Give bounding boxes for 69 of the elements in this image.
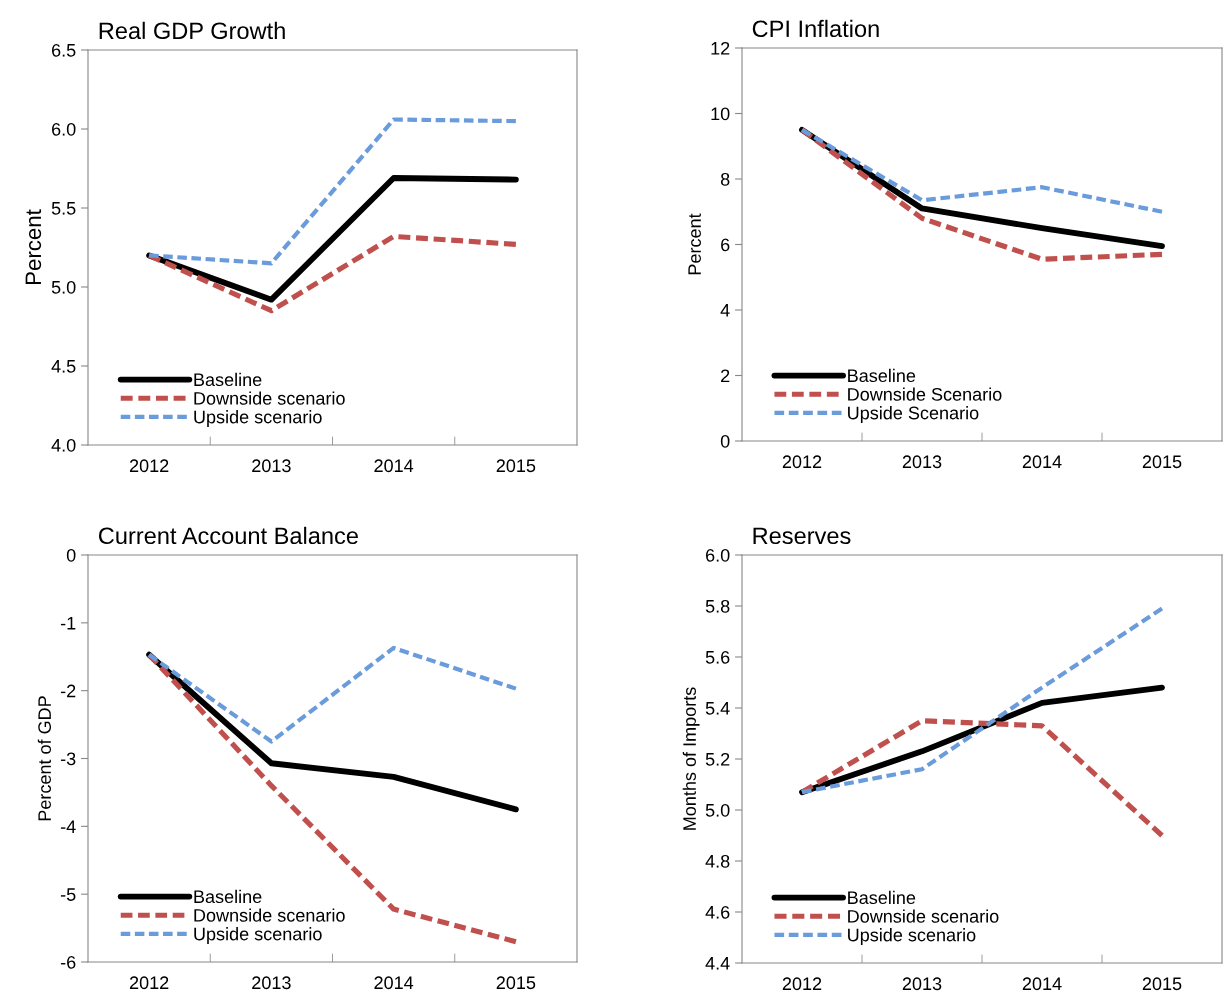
y-tick-label: 0 — [720, 434, 730, 448]
x-tick-label: 2012 — [782, 977, 822, 991]
x-tick-label: 2014 — [374, 459, 414, 473]
y-tick-label: 6 — [721, 238, 730, 252]
x-tick-label: 2012 — [129, 976, 169, 990]
y-tick-label: 0 — [66, 548, 76, 562]
y-tick-label: 4.6 — [705, 905, 730, 919]
x-tick-label: 2013 — [252, 459, 291, 473]
legend-label: Downside scenario — [194, 908, 345, 922]
x-tick-label: 2012 — [782, 455, 822, 469]
y-tick-label: 10 — [711, 107, 730, 121]
x-tick-label: 2015 — [1142, 977, 1182, 991]
line-series — [147, 645, 518, 744]
legend-label: Upside Scenario — [848, 406, 979, 423]
x-tick-label: 2013 — [252, 976, 291, 990]
x-tick-label: 2012 — [129, 459, 169, 473]
y-tick-label: -2 — [60, 684, 76, 698]
y-tick-label: 6.5 — [52, 43, 76, 57]
legend-label: Upside scenario — [194, 410, 322, 427]
y-tick-label: 4.0 — [51, 438, 76, 452]
y-tick-label: -1 — [60, 616, 76, 630]
y-tick-label: 6.0 — [706, 548, 730, 562]
y-tick-label: 4.4 — [705, 957, 730, 970]
x-tick-label: 2015 — [496, 459, 536, 473]
x-tick-label: 2015 — [1142, 455, 1182, 469]
y-axis-title: Percent — [25, 209, 42, 284]
y-tick-label: 5.5 — [51, 202, 76, 215]
y-tick-label: 5.2 — [705, 752, 730, 766]
legend-label: Downside scenario — [848, 909, 999, 923]
y-tick-label: -4 — [60, 820, 76, 833]
legend-label: Baseline — [848, 368, 916, 383]
y-axis-title: Percent of GDP — [37, 696, 52, 821]
y-tick-label: 5.8 — [705, 599, 730, 613]
chart-title: Reserves — [753, 527, 851, 545]
y-tick-label: -3 — [60, 752, 76, 766]
y-axis-title: Months of Imports — [682, 687, 700, 830]
line-series — [147, 117, 518, 266]
chart-title: Current Account Balance — [98, 526, 358, 545]
y-tick-label: 5.0 — [51, 280, 76, 294]
y-tick-label: 2 — [721, 369, 730, 383]
x-tick-label: 2014 — [1022, 455, 1062, 469]
y-tick-label: -5 — [60, 888, 76, 901]
y-tick-label: 5.6 — [705, 650, 730, 664]
y-tick-label: 5.0 — [705, 803, 730, 817]
y-tick-label: 4.5 — [51, 360, 76, 373]
legend-label: Upside scenario — [194, 927, 322, 944]
x-tick-label: 2015 — [496, 976, 536, 990]
y-tick-label: 12 — [711, 41, 730, 55]
line-series — [799, 606, 1165, 795]
legend-label: Baseline — [194, 372, 262, 387]
x-tick-label: 2013 — [902, 455, 942, 469]
legend-label: Downside Scenario — [848, 387, 1002, 401]
y-tick-label: 5.4 — [705, 702, 730, 715]
x-tick-label: 2014 — [1022, 977, 1062, 991]
y-tick-label: 4.8 — [705, 854, 730, 868]
legend-label: Downside scenario — [194, 391, 345, 405]
chart-title: CPI Inflation — [752, 19, 879, 38]
y-tick-label: 6.0 — [52, 122, 76, 136]
line-series — [799, 127, 1165, 214]
y-tick-label: -6 — [60, 955, 76, 969]
legend-label: Upside scenario — [848, 928, 976, 945]
x-tick-label: 2013 — [902, 977, 942, 991]
chart-title: Real GDP Growth — [99, 21, 285, 40]
x-tick-label: 2014 — [374, 976, 414, 990]
y-axis-title: Percent — [688, 213, 701, 275]
legend-label: Baseline — [194, 889, 262, 904]
y-tick-label: 8 — [720, 172, 730, 186]
legend-label: Baseline — [848, 890, 916, 905]
y-tick-label: 4 — [720, 304, 730, 317]
